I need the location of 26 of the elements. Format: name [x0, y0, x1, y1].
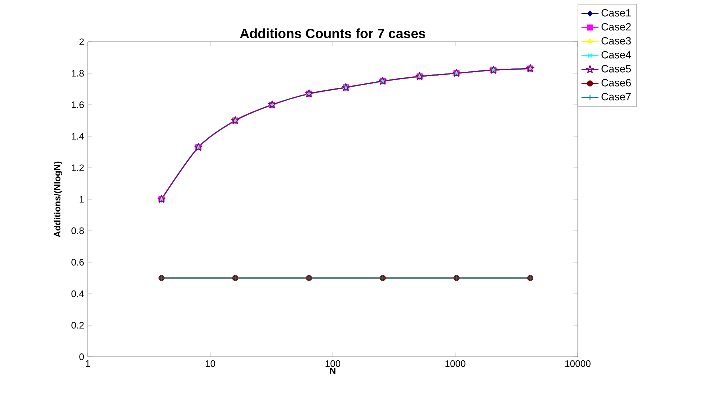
legend-label: Case2 [602, 23, 631, 31]
y-tick-label: 0.2 [72, 322, 84, 329]
legend-label: Case3 [602, 37, 632, 45]
legend-label: Case7 [602, 93, 631, 101]
y-axis-title: Additions/(NlogN) [54, 162, 62, 238]
legend-label: Case6 [602, 79, 632, 87]
y-tick-label: 2 [80, 38, 84, 46]
y-tick-label: 0.8 [72, 228, 84, 234]
x-tick-label: 1 [86, 360, 90, 368]
legend-label: Case4 [602, 51, 632, 59]
y-tick-label: 1 [80, 196, 84, 203]
y-tick-label: 1.2 [72, 164, 84, 172]
chart-title: Additions Counts for 7 cases [240, 28, 426, 38]
y-tick-label: 0.4 [72, 290, 84, 298]
y-tick-label: 1.4 [72, 133, 84, 140]
x-tick-label: 1000 [446, 360, 466, 368]
y-tick-label: 0.6 [72, 259, 84, 266]
y-tick-label: 1.6 [72, 102, 84, 108]
x-tick-label: 10 [206, 360, 216, 368]
x-axis-title: N [330, 368, 336, 374]
y-tick-label: 1.8 [72, 70, 84, 77]
x-tick-label: 10000 [566, 360, 591, 368]
y-tick-label: 0 [80, 354, 84, 360]
x-tick-label: 100 [326, 360, 341, 368]
legend-label: Case5 [602, 65, 632, 73]
legend-label: Case1 [602, 9, 631, 17]
